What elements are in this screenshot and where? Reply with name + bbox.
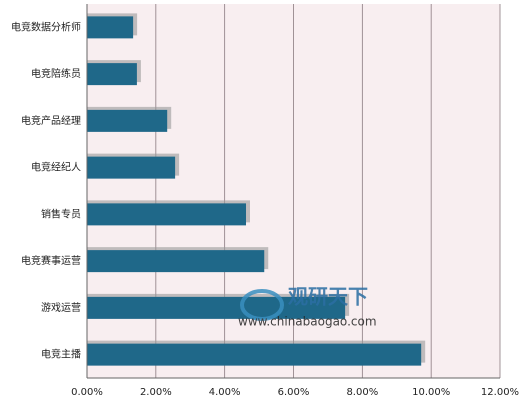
x-tick-label: 12.00% — [481, 387, 519, 398]
bar — [87, 250, 265, 273]
y-tick-label: 电竞数据分析师 — [11, 20, 81, 33]
x-tick-label: 0.00% — [71, 387, 103, 398]
y-tick-label: 游戏运营 — [41, 301, 81, 314]
bar — [87, 109, 168, 132]
bar — [87, 203, 247, 226]
y-tick-label: 电竞陪练员 — [31, 67, 81, 80]
watermark-url: www.chinabaogao.com — [238, 315, 377, 329]
y-tick-label: 电竞主播 — [41, 348, 81, 361]
y-tick-label: 电竞经纪人 — [31, 161, 81, 174]
bar — [87, 343, 422, 366]
bar — [87, 156, 176, 179]
x-tick-label: 6.00% — [278, 387, 310, 398]
bar — [87, 16, 134, 39]
x-tick-label: 10.00% — [412, 387, 450, 398]
x-tick-label: 8.00% — [346, 387, 378, 398]
watermark-title: 观研天下 — [288, 285, 368, 309]
y-tick-label: 销售专员 — [41, 207, 81, 220]
y-tick-label: 电竞产品经理 — [21, 114, 81, 127]
y-tick-label: 电竞赛事运营 — [21, 254, 81, 267]
x-tick-label: 2.00% — [140, 387, 172, 398]
x-tick-label: 4.00% — [209, 387, 241, 398]
watermark: 观研天下 www.chinabaogao.com — [238, 285, 377, 329]
watermark-logo — [240, 289, 284, 321]
bar — [87, 63, 137, 86]
